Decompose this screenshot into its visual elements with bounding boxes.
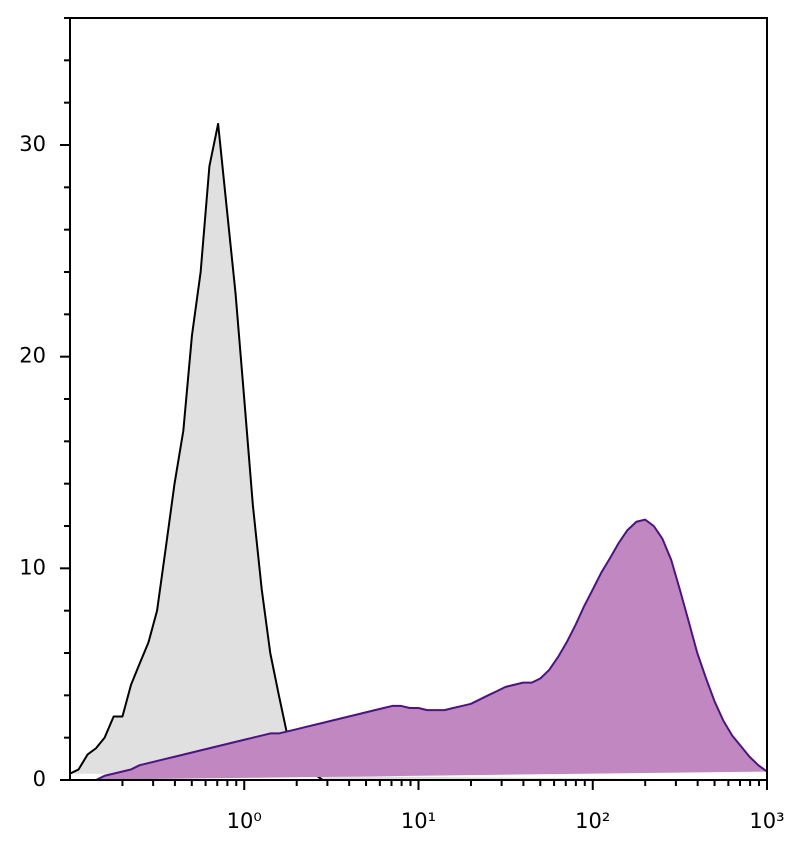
x-tick-label: 10¹: [401, 809, 436, 833]
x-tick-label: 10⁰: [227, 809, 262, 833]
y-tick-label: 0: [33, 767, 46, 791]
x-tick-label: 10³: [749, 809, 784, 833]
histogram-area: [70, 518, 768, 781]
y-tick-label: 20: [19, 344, 46, 368]
y-tick-label: 30: [19, 132, 46, 156]
x-tick-label: 10²: [575, 809, 610, 833]
y-tick-label: 10: [19, 555, 46, 579]
